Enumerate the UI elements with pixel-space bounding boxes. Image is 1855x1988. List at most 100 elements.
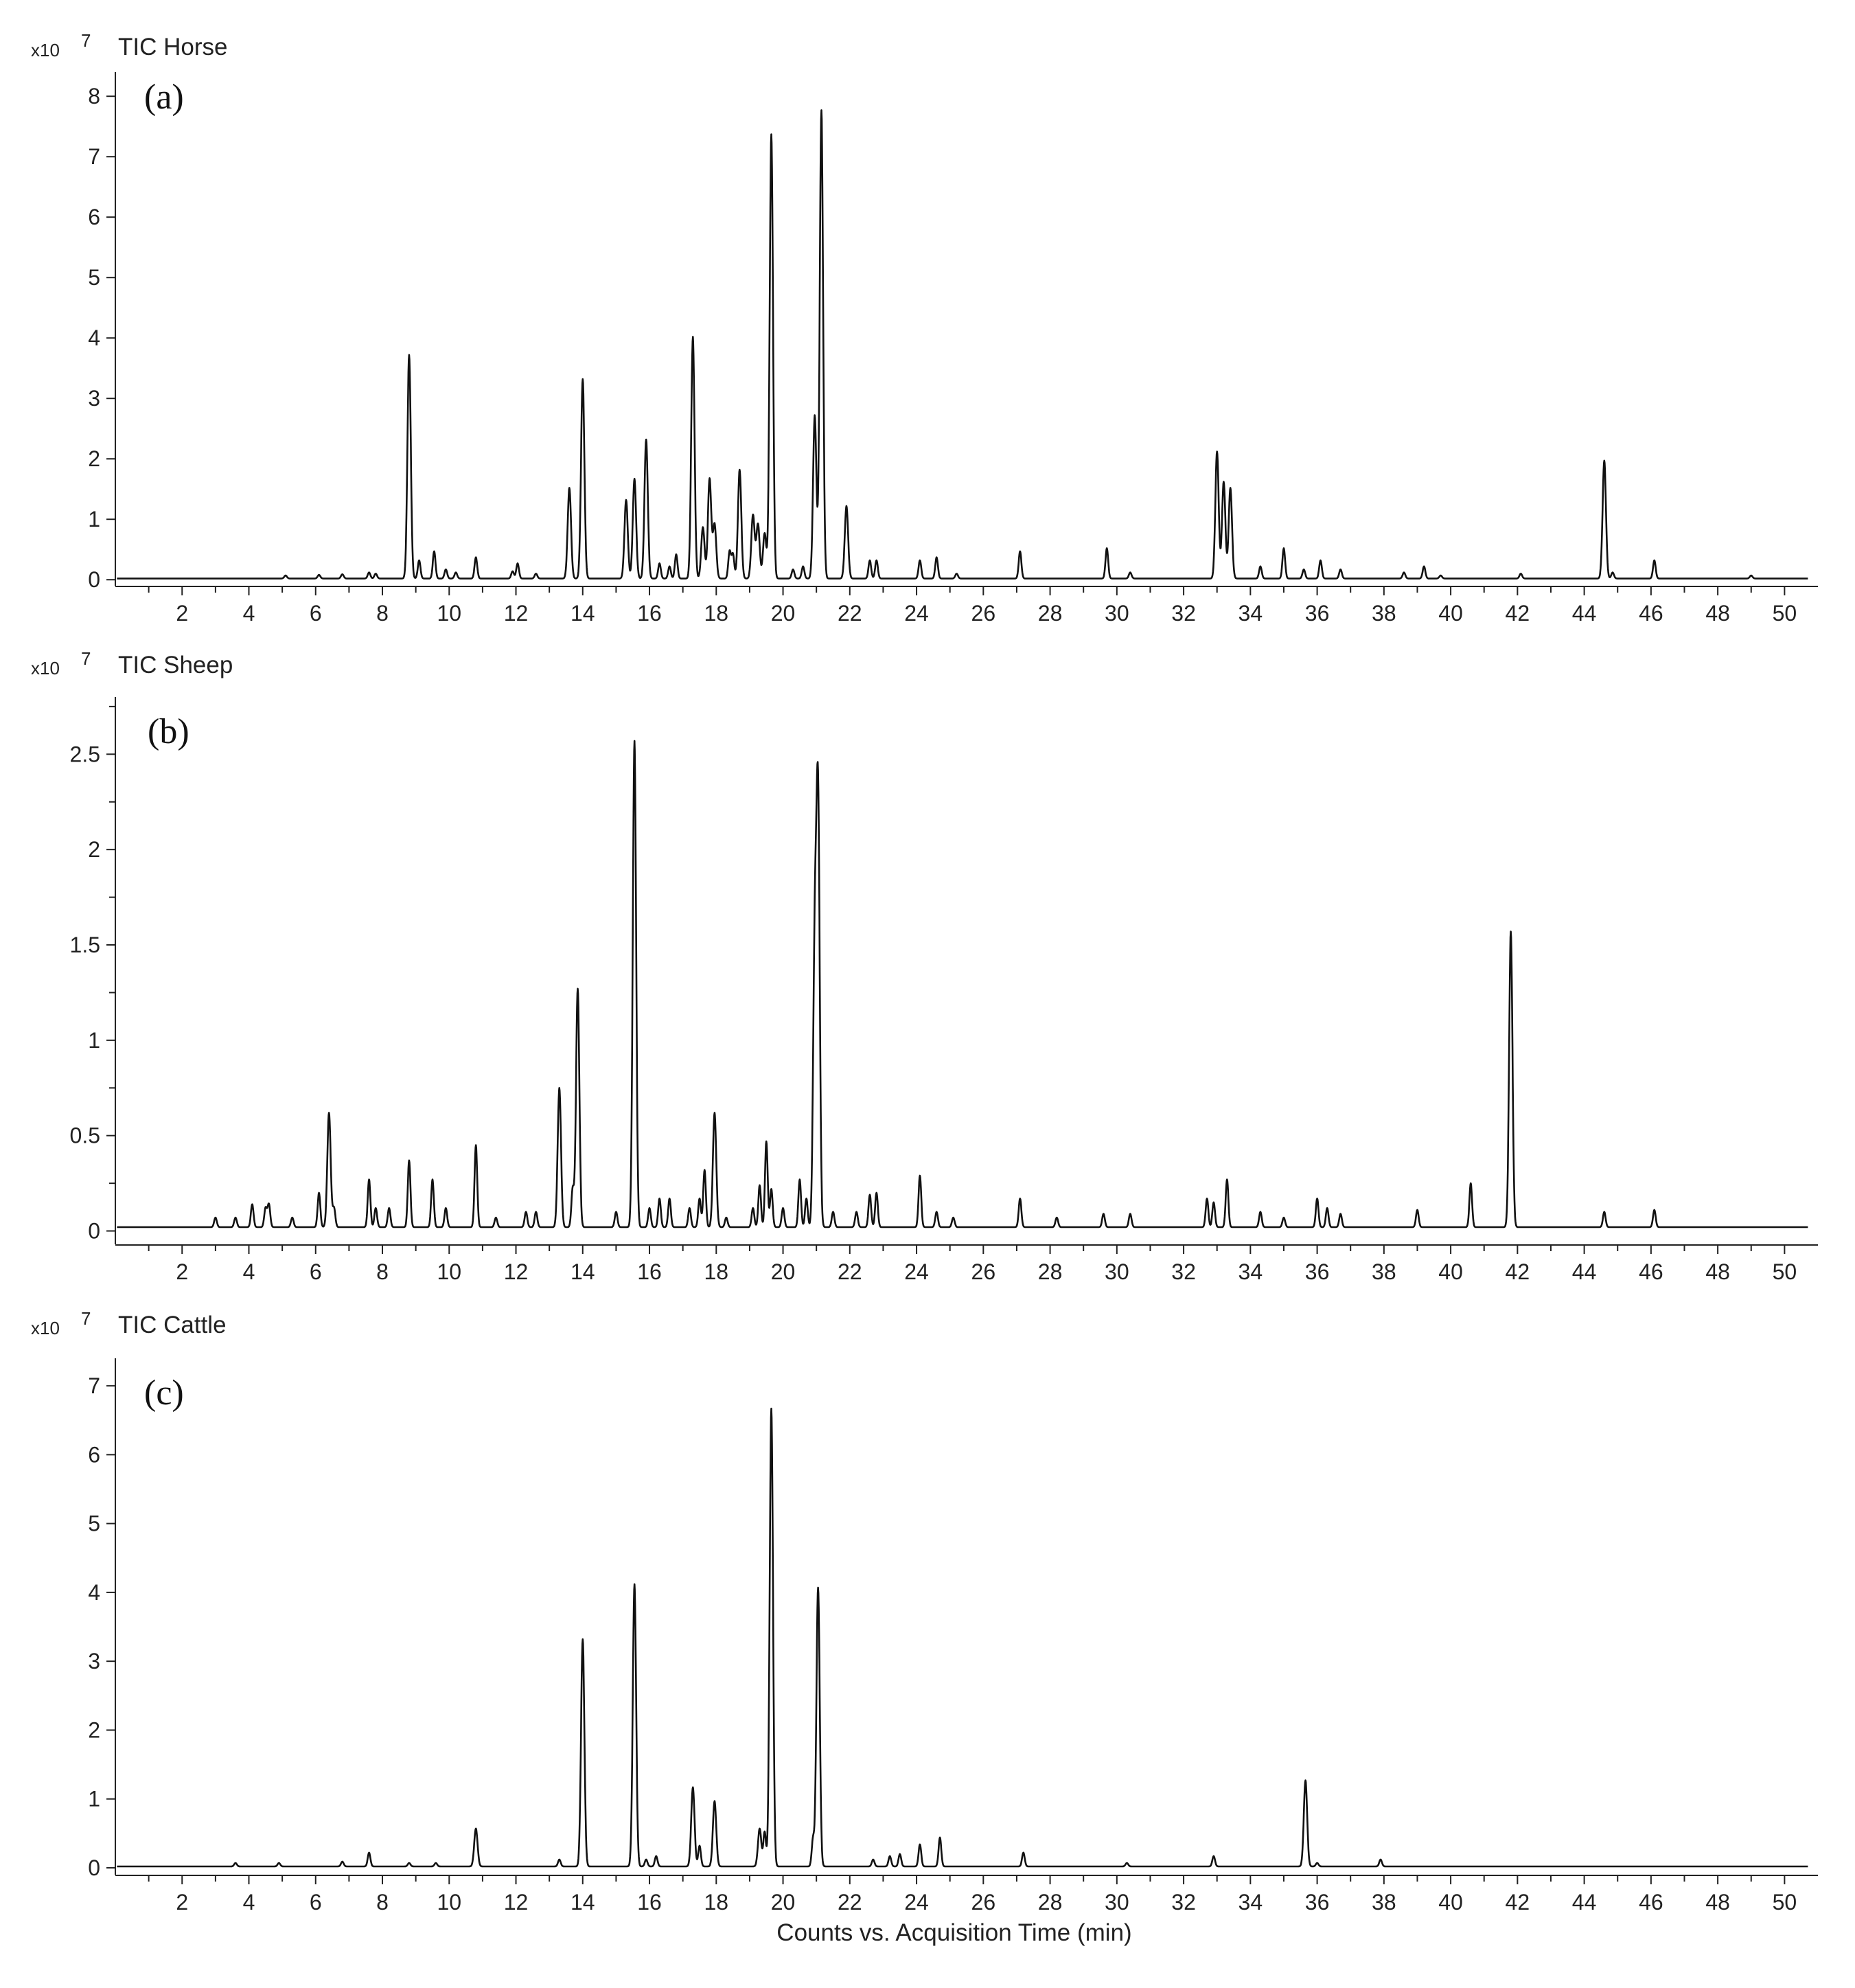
y-tick-label: 3	[88, 386, 100, 411]
x-tick-label: 46	[1639, 1890, 1663, 1915]
x-tick-label: 22	[838, 1890, 862, 1915]
y-tick-label: 2.5	[70, 742, 100, 766]
panel-b-title: TIC Sheep	[118, 652, 233, 678]
y-tick-label: 0.5	[70, 1123, 100, 1148]
x-tick-label: 6	[310, 601, 322, 626]
x-tick-label: 44	[1572, 1259, 1597, 1284]
x-tick-label: 36	[1305, 1259, 1330, 1284]
x-tick-label: 48	[1705, 1890, 1730, 1915]
x-tick-label: 30	[1105, 1890, 1129, 1915]
x-tick-label: 44	[1572, 601, 1597, 626]
panel-c-scale-exponent: 7	[81, 1308, 91, 1329]
x-tick-label: 6	[310, 1890, 322, 1915]
panel-a-label: (a)	[144, 78, 184, 117]
x-tick-label: 20	[771, 1259, 796, 1284]
x-tick-label: 16	[637, 1259, 662, 1284]
y-tick-label: 6	[88, 1442, 100, 1467]
x-tick-label: 8	[376, 601, 389, 626]
y-tick-label: 0	[88, 1219, 100, 1244]
panel-a-title: TIC Horse	[118, 34, 227, 60]
y-tick-label: 1	[88, 1787, 100, 1812]
x-tick-label: 14	[571, 601, 595, 626]
x-tick-label: 24	[904, 1890, 929, 1915]
x-tick-label: 32	[1171, 601, 1196, 626]
x-tick-label: 4	[243, 601, 255, 626]
x-tick-label: 32	[1171, 1259, 1196, 1284]
panel-a-trace	[116, 109, 1809, 580]
panel-c-trace	[116, 1407, 1809, 1868]
x-tick-label: 36	[1305, 1890, 1330, 1915]
x-tick-label: 46	[1639, 1259, 1663, 1284]
x-tick-label: 28	[1038, 1259, 1063, 1284]
x-tick-label: 26	[971, 1890, 996, 1915]
x-tick-label: 12	[504, 601, 529, 626]
y-tick-label: 3	[88, 1649, 100, 1673]
x-tick-label: 18	[704, 601, 728, 626]
x-axis-label: Counts vs. Acquisition Time (min)	[776, 1919, 1131, 1946]
x-tick-label: 8	[376, 1890, 389, 1915]
x-tick-label: 2	[176, 1890, 188, 1915]
panel-b-x-axis: 2 4 6 8 10 12 14 16 18 20 22 24 26 28 30 32 34 36 38 40 42 44…	[115, 1244, 1818, 1284]
x-tick-label: 32	[1171, 1890, 1196, 1915]
x-tick-label: 20	[771, 1890, 796, 1915]
panel-b-trace	[116, 740, 1809, 1229]
x-tick-label: 16	[637, 1890, 662, 1915]
x-tick-label: 42	[1506, 601, 1530, 626]
x-tick-label: 22	[838, 1259, 862, 1284]
x-tick-label: 16	[637, 601, 662, 626]
panel-c-y-axis: 0 1 2 3 4 5 6 7	[88, 1358, 116, 1880]
panel-b-scale-prefix: x10	[31, 658, 60, 678]
x-tick-label: 34	[1238, 601, 1263, 626]
x-tick-label: 2	[176, 1259, 188, 1284]
x-tick-label: 40	[1438, 601, 1463, 626]
y-tick-label: 4	[88, 1580, 100, 1605]
y-tick-label: 8	[88, 84, 100, 108]
x-tick-label: 40	[1438, 1890, 1463, 1915]
y-tick-label: 1.5	[70, 933, 100, 957]
panel-a-scale-prefix: x10	[31, 40, 60, 60]
y-tick-label: 7	[88, 144, 100, 169]
x-tick-label: 6	[310, 1259, 322, 1284]
x-tick-label: 46	[1639, 601, 1663, 626]
panel-b-y-axis: 0 0.5 1 1.5 2 2.5	[70, 697, 116, 1244]
x-tick-label: 34	[1238, 1259, 1263, 1284]
x-tick-label: 4	[243, 1259, 255, 1284]
x-tick-label: 40	[1438, 1259, 1463, 1284]
y-tick-label: 4	[88, 325, 100, 350]
x-tick-label: 2	[176, 601, 188, 626]
x-tick-label: 28	[1038, 601, 1063, 626]
x-tick-label: 42	[1506, 1259, 1530, 1284]
x-tick-label: 12	[504, 1259, 529, 1284]
x-tick-label: 22	[838, 601, 862, 626]
y-tick-label: 1	[88, 1028, 100, 1053]
panel-c-label: (c)	[144, 1373, 184, 1413]
y-tick-label: 2	[88, 446, 100, 471]
y-tick-label: 6	[88, 205, 100, 229]
x-tick-label: 44	[1572, 1890, 1597, 1915]
x-tick-label: 30	[1105, 601, 1129, 626]
x-tick-label: 10	[437, 601, 461, 626]
x-tick-label: 26	[971, 601, 996, 626]
x-tick-label: 34	[1238, 1890, 1263, 1915]
x-tick-label: 12	[504, 1890, 529, 1915]
panel-b-label: (b)	[148, 712, 189, 751]
y-tick-label: 5	[88, 1511, 100, 1536]
y-tick-label: 0	[88, 1855, 100, 1880]
y-tick-label: 7	[88, 1373, 100, 1398]
panel-c-title: TIC Cattle	[118, 1312, 227, 1338]
x-tick-label: 38	[1372, 1890, 1396, 1915]
x-tick-label: 38	[1372, 1259, 1396, 1284]
x-tick-label: 42	[1506, 1890, 1530, 1915]
y-tick-label: 5	[88, 265, 100, 290]
x-tick-label: 10	[437, 1890, 461, 1915]
x-tick-label: 38	[1372, 601, 1396, 626]
x-tick-label: 4	[243, 1890, 255, 1915]
x-tick-label: 28	[1038, 1890, 1063, 1915]
x-tick-label: 14	[571, 1259, 595, 1284]
panel-a-y-axis: 0 1 2 3 4 5 6 7 8	[88, 72, 116, 592]
panel-c-scale-prefix: x10	[31, 1318, 60, 1338]
y-tick-label: 2	[88, 1717, 100, 1742]
x-tick-label: 50	[1773, 601, 1797, 626]
x-tick-label: 18	[704, 1890, 728, 1915]
